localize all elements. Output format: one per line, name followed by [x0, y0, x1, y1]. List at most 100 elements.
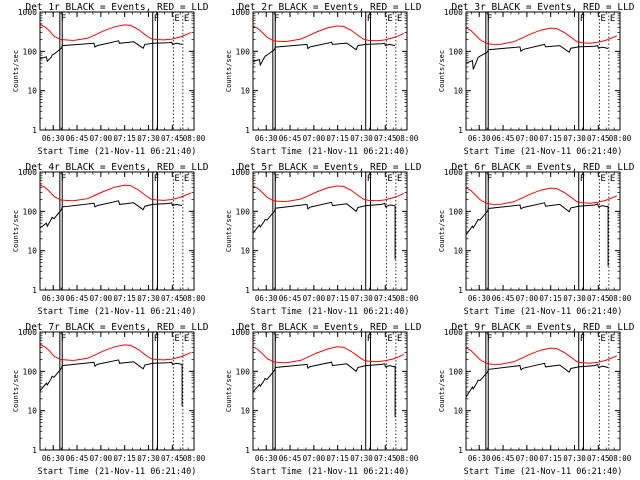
x-tick-label: 06:45: [66, 454, 89, 463]
marker-label: F: [61, 334, 66, 344]
plot-title: Det 7r BLACK = Events, RED = LLD: [25, 322, 208, 333]
x-axis-label: Start Time (21-Nov-11 06:21:40): [251, 147, 410, 157]
plot-frame: [465, 171, 621, 291]
marker-label: F: [61, 174, 66, 184]
marker-label: F: [487, 334, 492, 344]
x-tick-label: 07:15: [539, 294, 562, 303]
x-tick-label: 06:30: [255, 454, 278, 463]
y-axis-label: Counts/sec: [225, 210, 233, 252]
x-tick-label: 07:30: [350, 454, 373, 463]
x-tick-label: 08:00: [609, 134, 632, 143]
marker-label: F: [154, 14, 159, 24]
marker-label: F: [580, 334, 585, 344]
y-tick-label: 10: [27, 247, 37, 256]
events-series-line: [252, 361, 396, 393]
x-tick-label: 07:45: [587, 454, 610, 463]
events-series-line: [252, 201, 396, 234]
y-tick-label: 100: [23, 47, 38, 56]
subplot: Det 7r BLACK = Events, RED = LLD Counts/s…: [12, 322, 209, 477]
y-tick-label: 1: [458, 126, 463, 135]
x-axis-label: Start Time (21-Nov-11 06:21:40): [251, 307, 410, 317]
subplot: Det 6r BLACK = Events, RED = LLD Counts/s…: [438, 162, 635, 317]
x-tick-label: 07:30: [563, 294, 586, 303]
x-tick-label: 07:30: [563, 454, 586, 463]
y-tick-label: 1: [245, 126, 250, 135]
x-tick-label: 08:00: [396, 294, 419, 303]
x-tick-label: 07:45: [374, 134, 397, 143]
marker-label: F: [274, 14, 279, 24]
x-tick-label: 07:45: [587, 294, 610, 303]
x-tick-label: 07:45: [374, 454, 397, 463]
y-tick-label: 1: [458, 286, 463, 295]
x-tick-label: 06:45: [279, 454, 302, 463]
y-axis-label: Counts/sec: [12, 50, 20, 92]
x-tick-label: 07:00: [516, 134, 539, 143]
y-tick-label: 1000: [231, 168, 250, 177]
lld-series-line: [252, 185, 405, 203]
marker-label: F: [487, 14, 492, 24]
events-series-line: [39, 200, 183, 229]
plot-frame: [465, 331, 621, 451]
x-tick-label: 08:00: [183, 454, 206, 463]
x-tick-label: 06:30: [42, 294, 65, 303]
x-tick-label: 06:45: [66, 294, 89, 303]
marker-label: E: [610, 334, 615, 344]
subplot: Det 8r BLACK = Events, RED = LLD Counts/s…: [225, 322, 422, 477]
x-tick-label: 07:15: [326, 134, 349, 143]
x-tick-label: 07:00: [516, 294, 539, 303]
x-tick-label: 07:15: [113, 294, 136, 303]
y-tick-label: 100: [449, 367, 464, 376]
y-tick-label: 10: [453, 407, 463, 416]
marker-label: E: [387, 174, 392, 184]
x-axis-label: Start Time (21-Nov-11 06:21:40): [38, 467, 197, 477]
lld-series-line: [465, 347, 618, 365]
lld-series-line: [39, 24, 192, 41]
x-tick-label: 06:30: [255, 294, 278, 303]
y-tick-label: 100: [449, 47, 464, 56]
x-tick-label: 08:00: [396, 454, 419, 463]
y-tick-label: 1: [245, 446, 250, 455]
x-tick-label: 07:15: [113, 134, 136, 143]
x-tick-label: 06:30: [42, 454, 65, 463]
y-axis-label: Counts/sec: [438, 50, 446, 92]
y-tick-label: 1000: [231, 328, 250, 337]
x-tick-label: 07:30: [137, 134, 160, 143]
x-tick-label: 08:00: [609, 454, 632, 463]
marker-label: F: [487, 174, 492, 184]
x-axis-label: Start Time (21-Nov-11 06:21:40): [464, 467, 623, 477]
marker-label: E: [387, 334, 392, 344]
marker-label: F: [274, 334, 279, 344]
x-tick-label: 06:45: [279, 134, 302, 143]
x-tick-label: 07:30: [563, 134, 586, 143]
x-tick-label: 06:30: [468, 134, 491, 143]
x-tick-label: 06:45: [66, 134, 89, 143]
y-tick-label: 10: [27, 87, 37, 96]
plot-title: Det 9r BLACK = Events, RED = LLD: [451, 322, 634, 333]
y-tick-label: 1000: [444, 328, 463, 337]
x-tick-label: 07:00: [90, 454, 113, 463]
x-tick-label: 06:45: [279, 294, 302, 303]
marker-label: E: [600, 174, 605, 184]
x-tick-label: 06:45: [492, 294, 515, 303]
plot-frame: [39, 11, 195, 131]
marker-label: F: [274, 174, 279, 184]
plot-title: Det 3r BLACK = Events, RED = LLD: [451, 2, 634, 13]
y-tick-label: 100: [23, 207, 38, 216]
y-tick-label: 1: [245, 286, 250, 295]
x-tick-label: 07:30: [137, 454, 160, 463]
marker-label: E: [184, 334, 189, 344]
y-axis-label: Counts/sec: [225, 370, 233, 412]
plot-frame: [252, 171, 408, 291]
y-tick-label: 1000: [18, 168, 37, 177]
events-series-line: [39, 359, 183, 392]
y-tick-label: 10: [453, 247, 463, 256]
y-tick-label: 100: [236, 207, 251, 216]
marker-label: F: [154, 174, 159, 184]
x-axis-label: Start Time (21-Nov-11 06:21:40): [464, 307, 623, 317]
y-tick-label: 1000: [231, 8, 250, 17]
lld-series-line: [39, 344, 192, 361]
x-tick-label: 08:00: [183, 134, 206, 143]
marker-label: F: [580, 174, 585, 184]
x-tick-label: 08:00: [609, 294, 632, 303]
